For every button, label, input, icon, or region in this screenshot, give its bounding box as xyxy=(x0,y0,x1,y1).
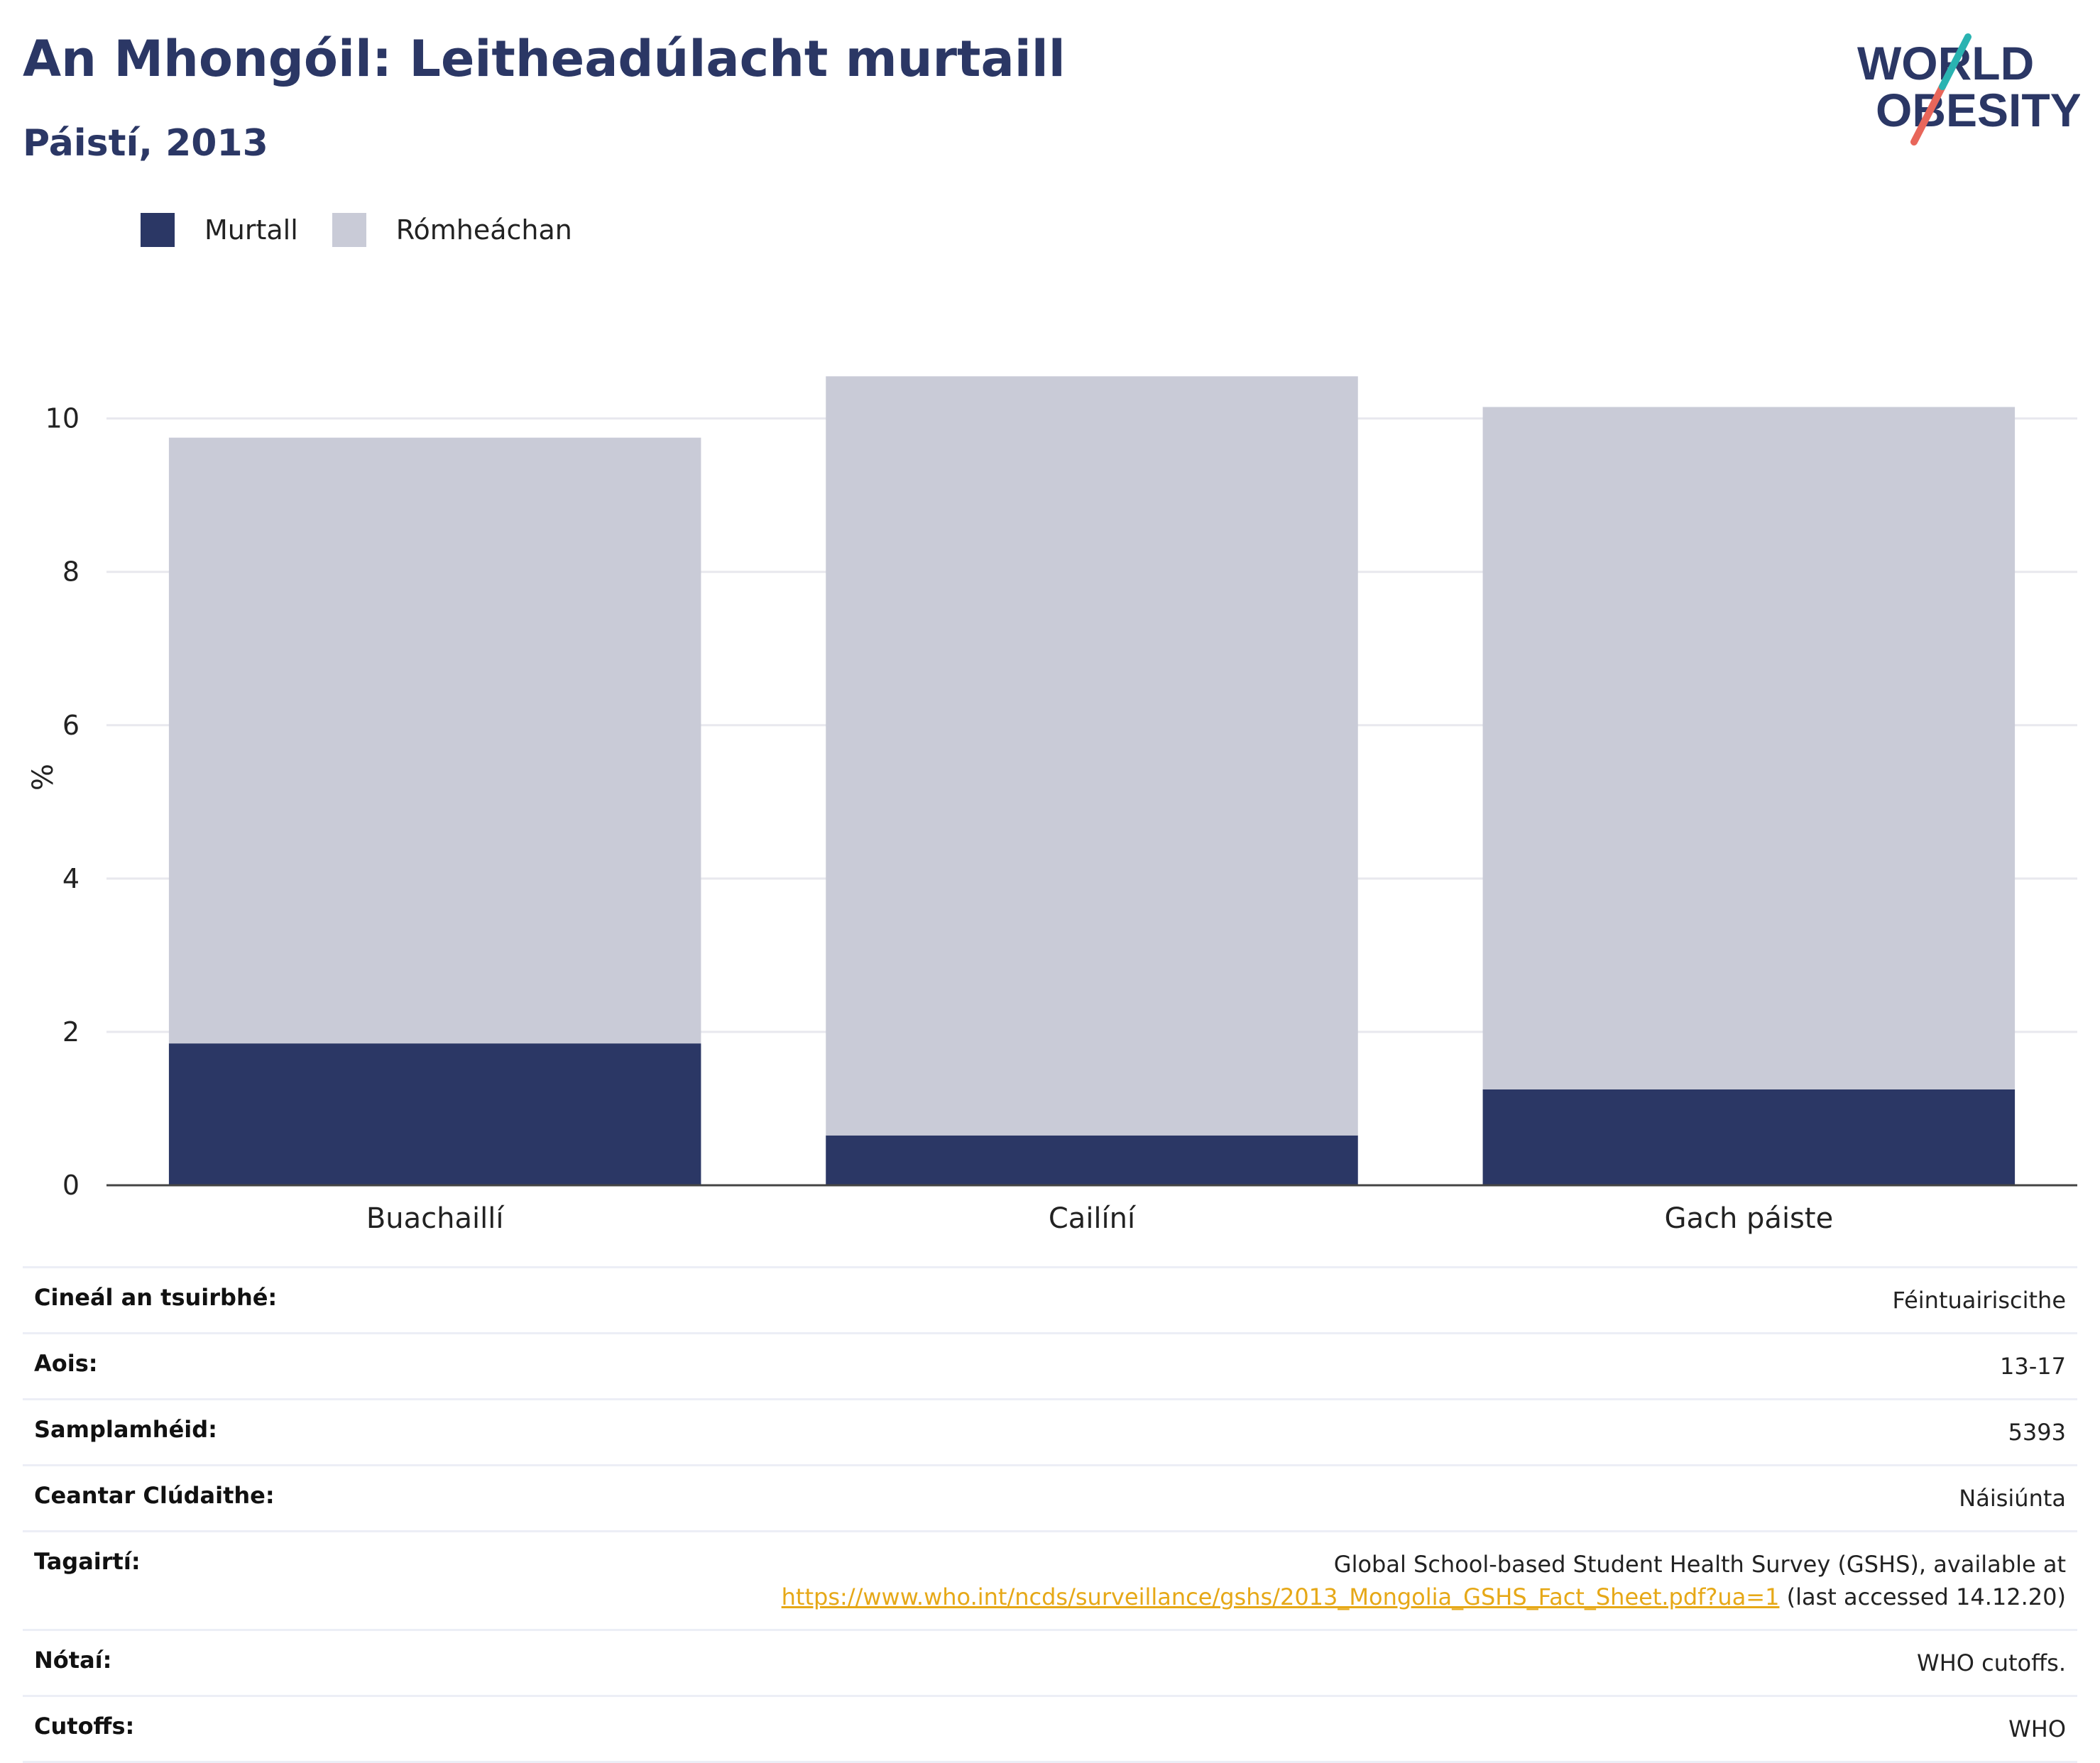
y-tick-label: 4 xyxy=(62,863,80,894)
legend-item-overweight[interactable]: Rómheáchan xyxy=(332,213,572,247)
y-axis-label: % xyxy=(27,764,60,791)
logo-slash-teal xyxy=(1939,33,1972,90)
info-value: WHO xyxy=(400,1695,2077,1763)
info-value: Féintuairiscithe xyxy=(400,1266,2077,1334)
logo-line2: OBESITY xyxy=(1876,84,2080,136)
legend-swatch-obese xyxy=(141,213,175,247)
survey-info-table: Cineál an tsuirbhé: Féintuairiscithe Aoi… xyxy=(23,1266,2077,1763)
info-value: Global School-based Student Health Surve… xyxy=(400,1530,2077,1630)
bar-chart: 0 2 4 6 8 10% Buachaillí Cailíní Gach páiste xyxy=(27,376,2077,1235)
bar-obese xyxy=(168,1043,701,1185)
info-value: WHO cutoffs. xyxy=(400,1629,2077,1696)
chart-legend: Murtall Rómheáchan xyxy=(141,209,606,251)
x-tick-label: Buachaillí xyxy=(366,1202,505,1235)
bar-overweight xyxy=(168,437,701,1044)
bar-overweight xyxy=(1482,407,2016,1089)
reference-text: Global School-based Student Health Surve… xyxy=(1333,1551,2066,1578)
info-label: Cutoffs: xyxy=(23,1695,400,1763)
bar-obese xyxy=(826,1135,1358,1185)
reference-suffix: (last accessed 14.12.20) xyxy=(1779,1583,2066,1610)
y-tick-label: 2 xyxy=(62,1016,80,1048)
info-value: Náisiúnta xyxy=(400,1464,2077,1532)
reference-link[interactable]: https://www.who.int/ncds/surveillance/gs… xyxy=(781,1583,1780,1610)
world-obesity-logo: WORLD OBESITY xyxy=(1846,21,2082,149)
legend-swatch-overweight xyxy=(332,213,366,247)
legend-label-obese: Murtall xyxy=(204,214,298,246)
y-tick-label: 10 xyxy=(45,403,80,434)
legend-label-overweight: Rómheáchan xyxy=(395,214,572,246)
info-label: Ceantar Clúdaithe: xyxy=(23,1464,400,1532)
info-value: 5393 xyxy=(400,1398,2077,1466)
chart-subtitle: Páistí, 2013 xyxy=(23,122,268,165)
info-row-age: Aois: 13-17 xyxy=(23,1332,2077,1400)
chart-title: An Mhongóil: Leitheadúlacht murtaill xyxy=(23,30,1066,88)
info-value: 13-17 xyxy=(400,1332,2077,1400)
info-label: Samplamhéid: xyxy=(23,1398,400,1466)
info-row-references: Tagairtí: Global School-based Student He… xyxy=(23,1530,2077,1630)
info-label: Cineál an tsuirbhé: xyxy=(23,1266,400,1334)
y-tick-label: 0 xyxy=(62,1170,80,1201)
info-row-sample-size: Samplamhéid: 5393 xyxy=(23,1398,2077,1466)
info-row-survey-type: Cineál an tsuirbhé: Féintuairiscithe xyxy=(23,1266,2077,1334)
bar-overweight xyxy=(826,376,1358,1136)
info-label: Aois: xyxy=(23,1332,400,1400)
x-tick-label: Cailíní xyxy=(1049,1202,1137,1235)
legend-item-obese[interactable]: Murtall xyxy=(141,213,298,247)
logo-slash-red xyxy=(1910,83,1946,145)
info-row-notes: Nótaí: WHO cutoffs. xyxy=(23,1629,2077,1696)
info-row-cutoffs: Cutoffs: WHO xyxy=(23,1695,2077,1763)
y-tick-label: 8 xyxy=(62,556,80,588)
info-label: Tagairtí: xyxy=(23,1530,400,1630)
info-row-area-covered: Ceantar Clúdaithe: Náisiúnta xyxy=(23,1464,2077,1532)
y-tick-label: 6 xyxy=(62,710,80,741)
bar-obese xyxy=(1482,1089,2016,1185)
x-tick-label: Gach páiste xyxy=(1664,1202,1833,1235)
info-label: Nótaí: xyxy=(23,1629,400,1696)
